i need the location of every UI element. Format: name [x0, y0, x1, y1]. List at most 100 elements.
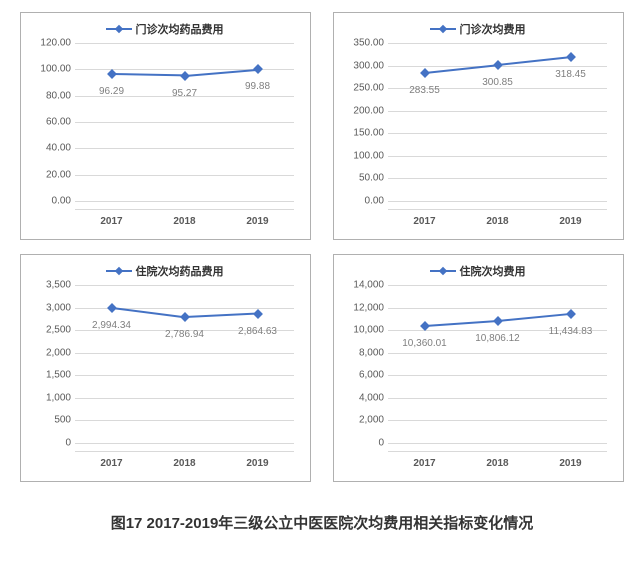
legend-marker-icon: [430, 270, 456, 272]
x-tick-label: 2017: [100, 216, 122, 227]
data-marker-icon: [420, 68, 430, 78]
x-tick-label: 2017: [413, 216, 435, 227]
y-tick-label: 150.00: [338, 128, 384, 139]
y-tick-label: 80.00: [25, 90, 71, 101]
x-axis: 201720182019: [388, 209, 607, 227]
data-label: 318.45: [555, 69, 586, 80]
gridline: [388, 375, 607, 376]
y-tick-label: 300.00: [338, 60, 384, 71]
gridline: [75, 375, 294, 376]
y-tick-label: 6,000: [338, 370, 384, 381]
x-axis: 2017 2018 2019: [388, 451, 607, 469]
y-tick-label: 350.00: [338, 38, 384, 49]
chart-grid: 门诊次均药品费用 0.0020.0040.0060.0080.00100.001…: [20, 12, 624, 482]
x-tick-label: 2019: [559, 458, 581, 469]
data-marker-icon: [493, 60, 503, 70]
gridline: [388, 420, 607, 421]
chart-panel-1: 门诊次均费用 0.0050.00100.00150.00200.00250.00…: [333, 12, 624, 240]
y-tick-label: 2,000: [338, 415, 384, 426]
plot-area: 05001,0001,5002,0002,5003,0003,5002,994.…: [75, 285, 294, 443]
gridline: [388, 443, 607, 444]
data-marker-icon: [493, 316, 503, 326]
legend-label: 住院次均费用: [460, 263, 526, 279]
gridline: [75, 122, 294, 123]
data-label: 2,864.63: [238, 326, 277, 337]
plot-area: 0.0020.0040.0060.0080.00100.00120.0096.2…: [75, 43, 294, 201]
data-marker-icon: [253, 65, 263, 75]
x-tick-label: 2018: [486, 458, 508, 469]
gridline: [75, 398, 294, 399]
y-tick-label: 1,500: [25, 370, 71, 381]
data-marker-icon: [180, 71, 190, 81]
legend-marker-icon: [106, 28, 132, 30]
y-tick-label: 100.00: [25, 64, 71, 75]
gridline: [75, 420, 294, 421]
gridline: [388, 178, 607, 179]
legend-label: 门诊次均费用: [460, 21, 526, 37]
x-tick-label: 2017: [100, 458, 122, 469]
data-marker-icon: [253, 309, 263, 319]
x-axis: 201720182019: [75, 451, 294, 469]
y-tick-label: 120.00: [25, 38, 71, 49]
y-tick-label: 8,000: [338, 347, 384, 358]
y-tick-label: 0: [25, 438, 71, 449]
gridline: [388, 133, 607, 134]
y-tick-label: 60.00: [25, 117, 71, 128]
data-marker-icon: [566, 309, 576, 319]
data-label: 96.29: [99, 86, 124, 97]
y-tick-label: 4,000: [338, 392, 384, 403]
y-tick-label: 0: [338, 438, 384, 449]
figure-caption: 图17 2017-2019年三级公立中医医院次均费用相关指标变化情况: [20, 512, 624, 533]
legend-marker-icon: [106, 270, 132, 272]
x-tick-label: 2019: [246, 216, 268, 227]
line-segment: [111, 73, 184, 76]
gridline: [75, 148, 294, 149]
y-tick-label: 14,000: [338, 280, 384, 291]
data-label: 10,360.01: [402, 338, 447, 349]
data-label: 2,786.94: [165, 329, 204, 340]
gridline: [75, 353, 294, 354]
data-label: 2,994.34: [92, 320, 131, 331]
data-label: 99.88: [245, 81, 270, 92]
y-tick-label: 1,000: [25, 392, 71, 403]
gridline: [388, 285, 607, 286]
data-label: 283.55: [409, 85, 440, 96]
legend-label: 住院次均药品费用: [136, 263, 224, 279]
data-marker-icon: [107, 303, 117, 313]
plot-area: 0.0050.00100.00150.00200.00250.00300.003…: [388, 43, 607, 201]
y-tick-label: 250.00: [338, 83, 384, 94]
y-tick-label: 50.00: [338, 173, 384, 184]
gridline: [388, 353, 607, 354]
gridline: [75, 43, 294, 44]
plot-area: 02,0004,0006,0008,00010,00012,00014,0001…: [388, 285, 607, 443]
x-tick-label: 2018: [173, 216, 195, 227]
gridline: [388, 156, 607, 157]
y-tick-label: 200.00: [338, 105, 384, 116]
y-tick-label: 0.00: [338, 196, 384, 207]
x-tick-label: 2017: [413, 458, 435, 469]
data-marker-icon: [566, 52, 576, 62]
y-tick-label: 0.00: [25, 196, 71, 207]
line-segment: [497, 313, 570, 322]
chart-panel-3: 住院次均费用 02,0004,0006,0008,00010,00012,000…: [333, 254, 624, 482]
x-tick-label: 2019: [559, 216, 581, 227]
y-tick-label: 2,000: [25, 347, 71, 358]
y-tick-label: 12,000: [338, 302, 384, 313]
gridline: [388, 43, 607, 44]
gridline: [75, 443, 294, 444]
gridline: [75, 285, 294, 286]
y-tick-label: 3,000: [25, 302, 71, 313]
y-tick-label: 20.00: [25, 169, 71, 180]
x-tick-label: 2018: [173, 458, 195, 469]
chart-panel-2: 住院次均药品费用 05001,0001,5002,0002,5003,0003,…: [20, 254, 311, 482]
y-tick-label: 100.00: [338, 150, 384, 161]
x-axis: 2017 2018 2019: [75, 209, 294, 227]
data-marker-icon: [107, 69, 117, 79]
chart-panel-0: 门诊次均药品费用 0.0020.0040.0060.0080.00100.001…: [20, 12, 311, 240]
gridline: [388, 111, 607, 112]
gridline: [75, 201, 294, 202]
legend-label: 门诊次均药品费用: [136, 21, 224, 37]
legend-marker-icon: [430, 28, 456, 30]
y-tick-label: 3,500: [25, 280, 71, 291]
y-tick-label: 10,000: [338, 325, 384, 336]
